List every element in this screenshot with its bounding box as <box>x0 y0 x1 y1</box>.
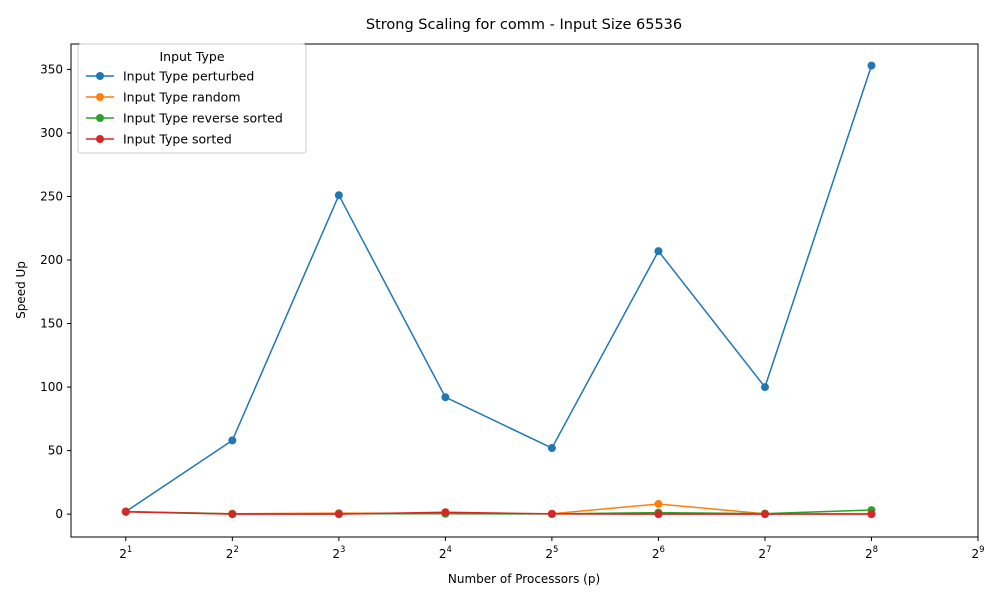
data-point <box>654 499 663 508</box>
data-point <box>867 61 876 70</box>
data-point <box>547 509 556 518</box>
x-axis-label: Number of Processors (p) <box>448 572 600 586</box>
data-point <box>441 508 450 517</box>
data-point <box>441 393 450 402</box>
x-tick-label: 26 <box>652 545 665 561</box>
y-tick-label: 150 <box>40 317 63 331</box>
legend-marker <box>96 135 104 143</box>
y-axis-label: Speed Up <box>14 261 28 319</box>
y-tick-label: 200 <box>40 253 63 267</box>
data-point <box>760 510 769 519</box>
y-tick-label: 250 <box>40 189 63 203</box>
y-tick-label: 300 <box>40 126 63 140</box>
data-point <box>228 436 237 445</box>
y-tick-label: 100 <box>40 380 63 394</box>
plot-area <box>121 61 876 519</box>
data-point <box>334 191 343 200</box>
series-line-0 <box>125 65 873 513</box>
y-tick-label: 0 <box>55 507 63 521</box>
data-point <box>760 383 769 392</box>
legend-box <box>77 43 307 154</box>
x-tick-label: 22 <box>226 545 239 561</box>
chart-title: Strong Scaling for comm - Input Size 655… <box>366 17 682 33</box>
x-tick-label: 23 <box>332 545 345 561</box>
legend-marker <box>96 93 104 101</box>
series-line-3 <box>125 511 872 515</box>
data-point <box>334 510 343 519</box>
data-point <box>867 510 876 519</box>
legend-entry: Input Type sorted <box>123 132 232 147</box>
data-point <box>228 510 237 519</box>
data-point <box>654 510 663 519</box>
x-tick-label: 29 <box>971 545 984 561</box>
x-tick-label: 27 <box>758 545 771 561</box>
x-tick-label: 21 <box>119 545 132 561</box>
legend-marker <box>96 114 104 122</box>
data-point <box>654 247 663 256</box>
legend-entry: Input Type reverse sorted <box>123 111 283 126</box>
axes-frame <box>70 43 979 538</box>
legend-entry: Input Type random <box>123 90 241 105</box>
legend-title: Input Type <box>159 49 224 64</box>
legend: Input Type Input Type perturbed Input Type… <box>77 43 307 154</box>
y-tick-label: 50 <box>48 444 63 458</box>
x-tick-label: 25 <box>545 545 558 561</box>
y-tick-label: 350 <box>40 62 63 76</box>
x-tick-label: 24 <box>439 545 452 561</box>
legend-entry: Input Type perturbed <box>123 69 254 84</box>
data-point <box>547 444 556 453</box>
legend-marker <box>96 72 104 80</box>
data-point <box>121 507 130 516</box>
x-tick-label: 28 <box>865 545 878 561</box>
